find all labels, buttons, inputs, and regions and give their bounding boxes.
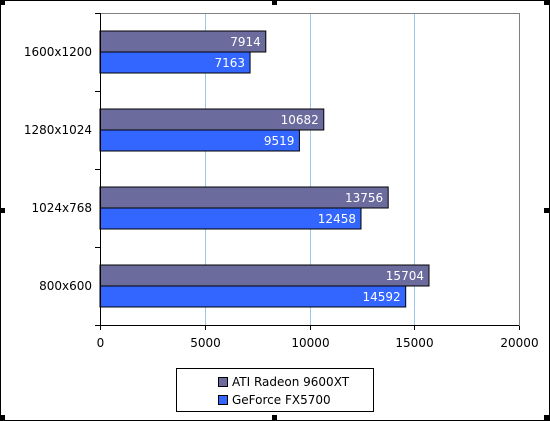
selection-handle-br[interactable] (544, 415, 549, 420)
y-tick-label: 1600x1200 (24, 45, 92, 59)
selection-handle-mr[interactable] (544, 208, 549, 213)
legend-item-ati: ATI Radeon 9600XT (177, 374, 349, 390)
selection-handle-bm[interactable] (272, 415, 277, 420)
x-tick-label: 0 (97, 336, 105, 350)
y-tick-label: 1280x1024 (24, 123, 92, 137)
selection-handle-ml[interactable] (0, 208, 5, 213)
y-tick-label: 1024x768 (31, 201, 92, 215)
legend-label-ati: ATI Radeon 9600XT (232, 375, 350, 389)
data-label: 10682 (281, 113, 319, 127)
legend-item-geforce: GeForce FX5700 (177, 392, 331, 408)
selection-handle-tr[interactable] (544, 0, 549, 5)
data-label: 9519 (264, 134, 295, 148)
data-label: 12458 (318, 212, 356, 226)
legend-label-geforce: GeForce FX5700 (232, 393, 331, 407)
selection-handle-tl[interactable] (0, 0, 5, 5)
data-label: 15704 (386, 269, 424, 283)
y-tick-label: 800x600 (39, 279, 92, 293)
legend: ATI Radeon 9600XT GeForce FX5700 (176, 368, 374, 412)
x-tick-label: 20000 (500, 336, 538, 350)
x-tick-label: 15000 (395, 336, 433, 350)
legend-swatch-ati (218, 377, 228, 387)
legend-swatch-geforce (218, 395, 228, 405)
bar (99, 264, 430, 287)
selection-handle-bl[interactable] (0, 415, 5, 420)
x-tick-label: 5000 (190, 336, 221, 350)
data-label: 7163 (215, 56, 246, 70)
selection-handle-tm[interactable] (272, 0, 277, 5)
x-tick-label: 10000 (291, 336, 329, 350)
data-label: 7914 (230, 35, 261, 49)
bar (99, 285, 407, 308)
data-label: 14592 (363, 290, 401, 304)
data-label: 13756 (345, 191, 383, 205)
